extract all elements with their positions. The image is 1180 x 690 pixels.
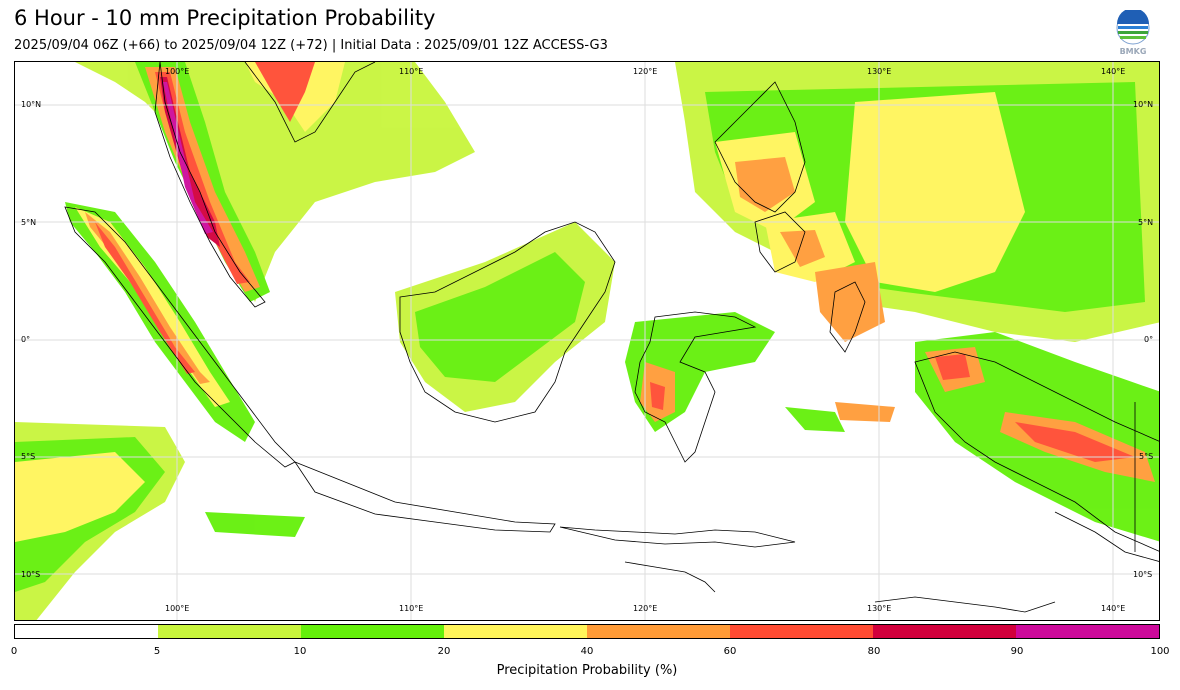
precipitation-map: 100°E 110°E 120°E 130°E 140°E 100°E 110°… bbox=[14, 61, 1160, 621]
lon-tick-top-100: 100°E bbox=[165, 67, 190, 76]
lon-tick-top-120: 120°E bbox=[633, 67, 658, 76]
lon-tick-top-110: 110°E bbox=[399, 67, 424, 76]
colorbar-segment-90-100 bbox=[1016, 625, 1159, 638]
lon-tick-bottom-120: 120°E bbox=[633, 604, 658, 613]
map-title: 6 Hour - 10 mm Precipitation Probability bbox=[14, 6, 436, 30]
coastlines bbox=[64, 62, 1159, 613]
map-canvas bbox=[15, 62, 1159, 620]
colorbar-label-90: 90 bbox=[1010, 646, 1024, 657]
precip-shading bbox=[15, 62, 1159, 620]
lat-tick-left-10s: 10°S bbox=[21, 570, 41, 579]
lon-tick-bottom-110: 110°E bbox=[399, 604, 424, 613]
lat-tick-right-10n: 10°N bbox=[1133, 100, 1154, 109]
lat-tick-left-5n: 5°N bbox=[21, 218, 37, 227]
lon-tick-bottom-100: 100°E bbox=[165, 604, 190, 613]
colorbar-label-20: 20 bbox=[437, 646, 451, 657]
lat-tick-right-5n: 5°N bbox=[1138, 218, 1154, 227]
lon-tick-bottom-140: 140°E bbox=[1101, 604, 1126, 613]
colorbar-segment-40-60 bbox=[587, 625, 730, 638]
colorbar-title: Precipitation Probability (%) bbox=[496, 663, 678, 678]
lat-tick-right-10s: 10°S bbox=[1133, 570, 1153, 579]
lon-tick-top-130: 130°E bbox=[867, 67, 892, 76]
lat-tick-left-10n: 10°N bbox=[21, 100, 42, 109]
colorbar-segment-5-10 bbox=[158, 625, 301, 638]
colorbar-segment-20-40 bbox=[444, 625, 587, 638]
lat-tick-right-0: 0° bbox=[1144, 335, 1154, 344]
colorbar-label-40: 40 bbox=[580, 646, 594, 657]
lon-tick-top-140: 140°E bbox=[1101, 67, 1126, 76]
colorbar-label-5: 5 bbox=[153, 646, 161, 657]
colorbar-segment-0-5 bbox=[15, 625, 158, 638]
colorbar-label-60: 60 bbox=[723, 646, 737, 657]
lat-tick-left-5s: 5°S bbox=[21, 452, 36, 461]
colorbar-label-10: 10 bbox=[293, 646, 307, 657]
colorbar-label-80: 80 bbox=[867, 646, 881, 657]
logo-text: BMKG bbox=[1120, 47, 1147, 56]
lat-tick-right-5s: 5°S bbox=[1139, 452, 1154, 461]
lon-tick-bottom-130: 130°E bbox=[867, 604, 892, 613]
colorbar-segment-60-80 bbox=[730, 625, 873, 638]
bmkg-logo-icon: BMKG bbox=[1116, 10, 1150, 56]
lat-tick-left-0: 0° bbox=[21, 335, 31, 344]
gridlines bbox=[15, 62, 1159, 620]
colorbar-segment-80-90 bbox=[873, 625, 1016, 638]
map-subtitle: 2025/09/04 06Z (+66) to 2025/09/04 12Z (… bbox=[14, 38, 608, 53]
colorbar-label-0: 0 bbox=[10, 646, 18, 657]
colorbar bbox=[14, 624, 1160, 639]
colorbar-segment-10-20 bbox=[301, 625, 444, 638]
colorbar-label-100: 100 bbox=[1150, 646, 1170, 657]
